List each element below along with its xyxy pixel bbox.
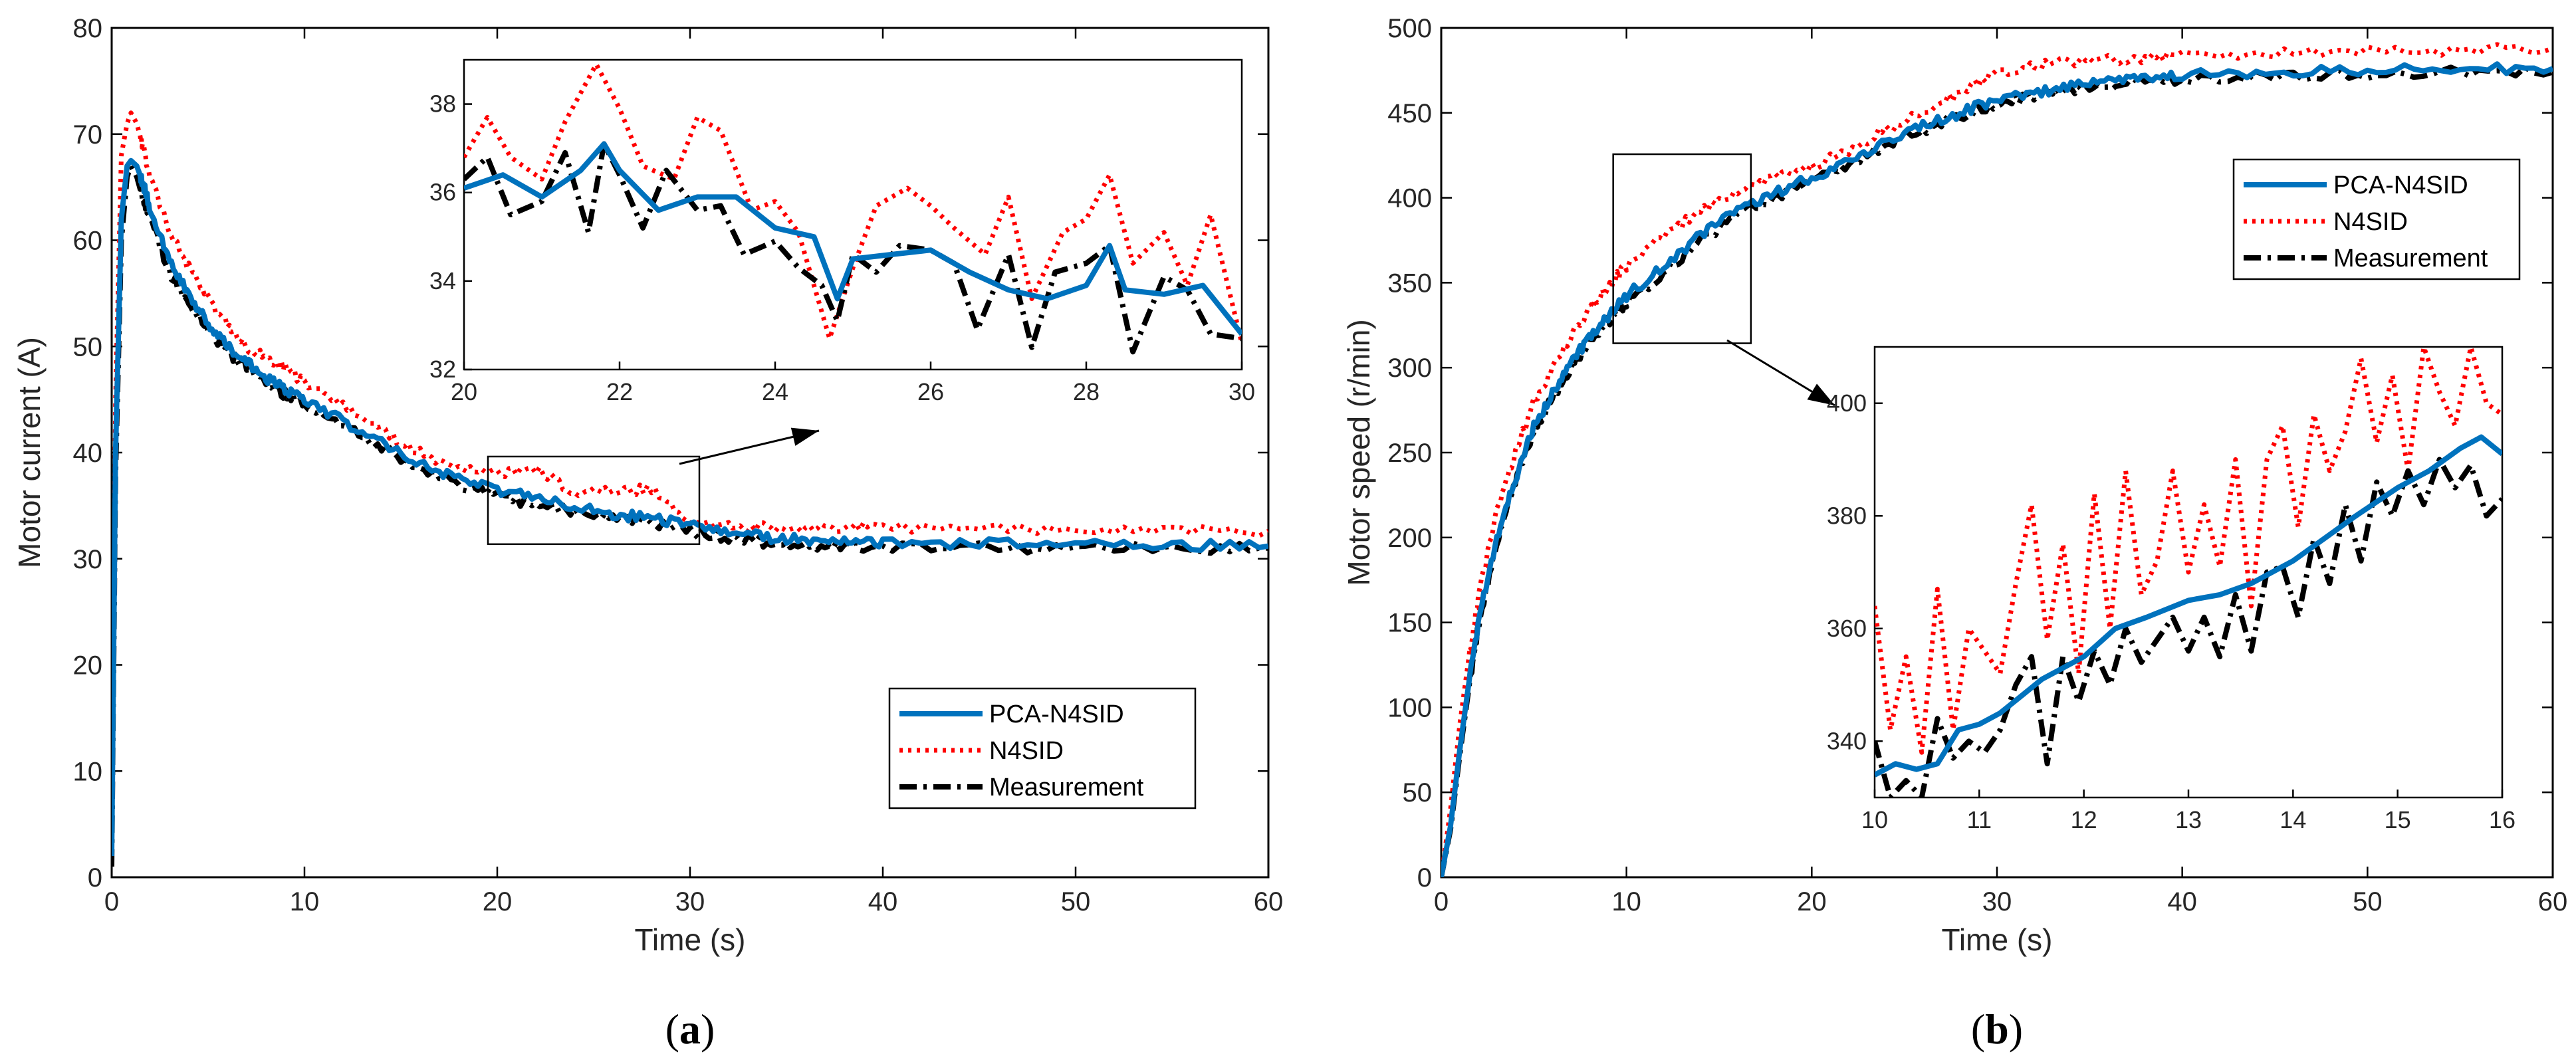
inset-series-line-pca-n4sid	[1875, 434, 2502, 778]
y-tick-label: 250	[1387, 439, 1432, 468]
x-tick-label: 30	[1982, 887, 2012, 916]
series-line-measurement	[112, 163, 1268, 867]
inset-y-tick-label: 380	[1827, 502, 1867, 529]
x-tick-label: 50	[2353, 887, 2383, 916]
y-axis-label: Motor speed (r/min)	[1342, 319, 1376, 585]
series-line-n4sid	[112, 110, 1268, 857]
x-tick-label: 40	[2167, 887, 2197, 916]
inset-y-tick-label: 340	[1827, 727, 1867, 754]
y-tick-label: 80	[73, 14, 103, 43]
inset-series-line-measurement	[1875, 457, 2502, 797]
inset: 20 22 24 26 28 30 32 34 36 38	[429, 58, 1255, 405]
legend-label: Measurement	[989, 774, 1144, 801]
inset-x-tick-label: 30	[1229, 378, 1255, 405]
zoom-region-box	[1612, 153, 1752, 344]
series-line-measurement	[1441, 64, 2553, 877]
inset-y-tick-label: 32	[429, 356, 456, 383]
y-tick-label: 150	[1387, 609, 1432, 638]
inset-x-tick-label: 10	[1861, 806, 1888, 833]
legend-label: Measurement	[2333, 245, 2488, 272]
y-tick-label: 70	[73, 120, 103, 150]
inset-y-tick-label: 38	[429, 90, 456, 118]
inset-y-tick-label: 400	[1827, 389, 1867, 417]
x-tick-label: 0	[104, 887, 119, 916]
y-tick-label: 450	[1387, 99, 1432, 128]
panel-caption-letter: b	[1985, 1006, 2009, 1053]
inset-series-line-pca-n4sid	[464, 141, 1242, 336]
legend-label: PCA-N4SID	[989, 700, 1124, 728]
x-axis-label: Time (s)	[635, 922, 746, 957]
inset-x-tick-label: 11	[1967, 806, 1992, 833]
legend: PCA-N4SID N4SID Measurement	[888, 687, 1197, 809]
inset-x-tick-label: 13	[2175, 806, 2202, 833]
y-tick-label: 30	[73, 545, 103, 574]
inset-series-line-n4sid	[464, 62, 1242, 344]
panel-caption: (b)	[1971, 1006, 2023, 1053]
x-tick-label: 10	[290, 887, 320, 916]
panel-a: 0 10 20 30 40 50 60 0 10 20 30 40 50 60 70 80 Time (s) Mo…	[12, 14, 1283, 1053]
inset-x-tick-label: 22	[606, 378, 633, 405]
legend-label: PCA-N4SID	[2333, 171, 2468, 199]
inset-x-tick-label: 24	[762, 378, 788, 405]
inset-x-tick-label: 12	[2071, 806, 2097, 833]
y-tick-label: 0	[1417, 863, 1432, 893]
x-tick-label: 0	[1434, 887, 1449, 916]
x-axis-label: Time (s)	[1942, 922, 2053, 957]
x-tick-label: 60	[2538, 887, 2568, 916]
y-tick-label: 20	[73, 651, 103, 681]
x-tick-label: 60	[1254, 887, 1284, 916]
inset-x-tick-label: 26	[917, 378, 944, 405]
y-tick-label: 100	[1387, 693, 1432, 722]
zoom-arrow-head	[1807, 383, 1835, 405]
y-tick-label: 10	[73, 757, 103, 786]
x-tick-label: 30	[675, 887, 705, 916]
y-axis-label: Motor current (A)	[12, 337, 47, 568]
inset: 10 11 12 13 14 15 16 340 360 380 400	[1827, 346, 2516, 833]
inset-y-tick-label: 360	[1827, 615, 1867, 642]
inset-x-tick-label: 20	[451, 378, 477, 405]
y-tick-label: 50	[1403, 778, 1433, 807]
inset-x-tick-label: 14	[2280, 806, 2306, 833]
y-tick-label: 40	[73, 439, 103, 468]
legend: PCA-N4SID N4SID Measurement	[2232, 158, 2521, 280]
zoom-arrow-head	[790, 427, 819, 446]
inset-series-line-n4sid	[1875, 347, 2502, 755]
x-tick-label: 40	[868, 887, 898, 916]
inset-y-tick-label: 34	[429, 267, 456, 294]
inset-x-tick-label: 15	[2385, 806, 2411, 833]
panel-b: 0 10 20 30 40 50 60 0 50 100 150 200 250 300 350 400 450…	[1342, 14, 2567, 1053]
y-tick-label: 60	[73, 227, 103, 256]
y-tick-label: 300	[1387, 354, 1432, 383]
y-tick-label: 0	[88, 863, 102, 893]
x-tick-label: 20	[483, 887, 513, 916]
y-tick-label: 200	[1387, 524, 1432, 553]
legend-label: N4SID	[989, 737, 1064, 765]
y-tick-label: 500	[1387, 14, 1432, 43]
y-tick-label: 350	[1387, 268, 1432, 298]
inset-y-tick-label: 36	[429, 179, 456, 206]
inset-x-tick-label: 28	[1073, 378, 1100, 405]
x-tick-label: 50	[1061, 887, 1091, 916]
series-line-pca-n4sid	[112, 158, 1268, 857]
x-tick-label: 10	[1611, 887, 1641, 916]
y-tick-label: 50	[73, 332, 103, 362]
inset-x-tick-label: 16	[2489, 806, 2516, 833]
panel-caption: (a)	[665, 1006, 715, 1053]
panel-caption-letter: a	[679, 1006, 701, 1053]
series-line-pca-n4sid	[1441, 61, 2553, 877]
zoom-region-box	[487, 455, 701, 546]
y-tick-label: 400	[1387, 184, 1432, 213]
legend-label: N4SID	[2333, 208, 2408, 236]
x-tick-label: 20	[1797, 887, 1827, 916]
